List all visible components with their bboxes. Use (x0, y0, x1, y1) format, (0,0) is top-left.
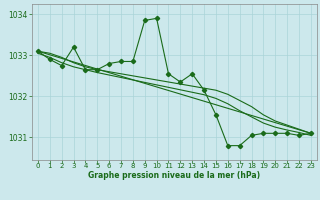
X-axis label: Graphe pression niveau de la mer (hPa): Graphe pression niveau de la mer (hPa) (88, 171, 260, 180)
